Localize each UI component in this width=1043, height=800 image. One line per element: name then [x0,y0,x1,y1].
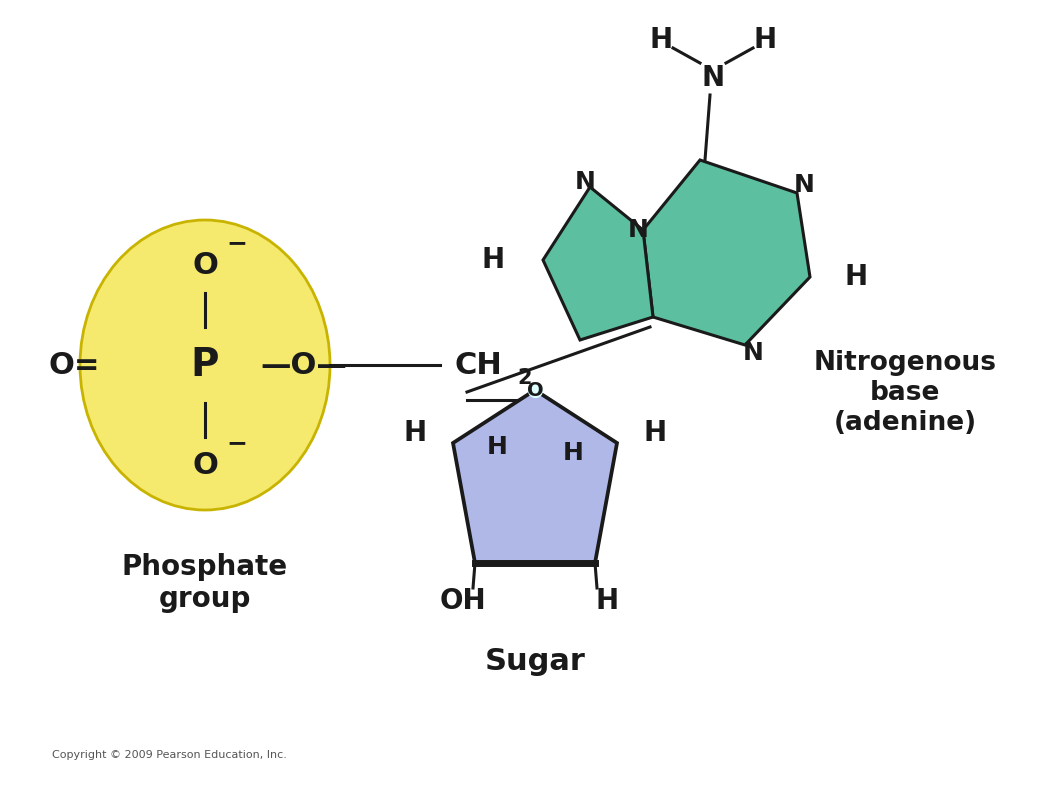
Text: Phosphate
group: Phosphate group [122,553,288,614]
Text: H: H [562,441,583,465]
Text: H: H [482,246,505,274]
Text: P: P [191,346,219,384]
Text: —O—: —O— [260,350,347,379]
Text: O: O [527,381,543,399]
Text: H: H [487,435,508,459]
Polygon shape [543,187,653,340]
Polygon shape [453,390,617,563]
Text: O=: O= [49,350,100,379]
Text: H: H [644,419,666,447]
Ellipse shape [80,220,330,510]
Text: N: N [702,64,725,92]
Text: H: H [404,419,427,447]
Text: H: H [845,263,868,291]
Text: −: − [226,231,247,255]
Text: Nitrogenous
base
(adenine): Nitrogenous base (adenine) [814,350,996,436]
Text: O: O [192,250,218,279]
Text: H: H [753,26,777,54]
Text: Copyright © 2009 Pearson Education, Inc.: Copyright © 2009 Pearson Education, Inc. [52,750,287,760]
Text: OH: OH [440,587,486,615]
Text: H: H [650,26,673,54]
Text: N: N [743,341,763,365]
Text: H: H [596,587,618,615]
Text: O: O [192,450,218,479]
Text: Sugar: Sugar [485,647,585,676]
Text: −: − [226,431,247,455]
Text: N: N [628,218,649,242]
Text: N: N [794,173,815,197]
Text: N: N [575,170,596,194]
Text: CH: CH [455,350,503,379]
Polygon shape [642,160,810,345]
Text: 2: 2 [517,368,532,388]
